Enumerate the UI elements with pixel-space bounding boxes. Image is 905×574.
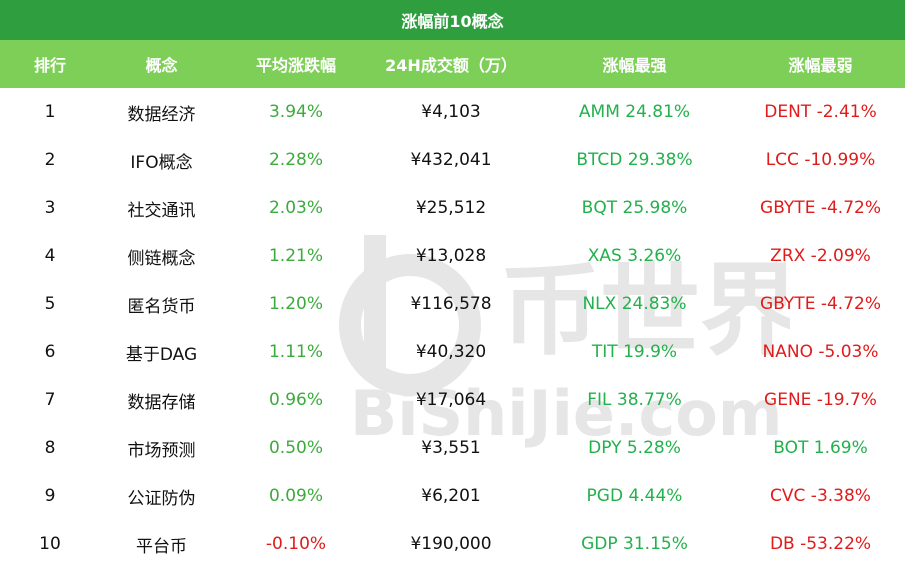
volume-cell: ¥40,320 [415,342,487,362]
strongest-cell: DPY 5.28% [588,438,681,458]
table-row[interactable]: 10 平台币 -0.10% ¥190,000 GDP 31.15% DB -53… [0,520,905,568]
volume-cell: ¥190,000 [410,534,492,554]
header-weakest[interactable]: 涨幅最弱 [788,56,853,75]
rank-cell: 1 [44,102,56,122]
avg-change-cell: 0.09% [268,486,323,506]
rank-cell: 2 [44,150,56,170]
weakest-cell: NANO -5.03% [762,342,879,362]
strongest-cell: XAS 3.26% [587,246,682,266]
header-volume[interactable]: 24H成交额（万） [385,56,517,75]
weakest-cell: CVC -3.38% [770,486,871,506]
concept-cell: 数据存储 [127,392,196,413]
strongest-cell: NLX 24.83% [582,294,687,314]
table-row[interactable]: 6 基于DAG 1.11% ¥40,320 TIT 19.9% NANO -5.… [0,328,905,376]
avg-change-cell: 2.03% [268,198,323,218]
rank-cell: 9 [44,486,56,506]
avg-change-cell: 3.94% [268,102,323,122]
strongest-cell: TIT 19.9% [591,342,678,362]
strongest-cell: PGD 4.44% [586,486,683,506]
table-row[interactable]: 3 社交通讯 2.03% ¥25,512 BQT 25.98% GBYTE -4… [0,184,905,232]
table-row[interactable]: 5 匿名货币 1.20% ¥116,578 NLX 24.83% GBYTE -… [0,280,905,328]
concept-cell: 平台币 [136,536,187,557]
concept-cell: 公证防伪 [127,488,196,509]
weakest-cell: ZRX -2.09% [770,246,871,266]
avg-change-cell: 1.21% [268,246,323,266]
weakest-cell: GENE -19.7% [764,390,877,410]
rank-cell: 10 [39,534,61,554]
table-row[interactable]: 4 侧链概念 1.21% ¥13,028 XAS 3.26% ZRX -2.09… [0,232,905,280]
volume-cell: ¥17,064 [415,390,487,410]
avg-change-cell: 1.20% [268,294,323,314]
volume-cell: ¥25,512 [415,198,487,218]
rank-cell: 3 [44,198,56,218]
avg-change-cell: 1.11% [268,342,323,362]
avg-change-cell: 0.50% [268,438,323,458]
strongest-cell: BTCD 29.38% [576,150,693,170]
header-rank[interactable]: 排行 [33,56,66,75]
strongest-cell: GDP 31.15% [581,534,688,554]
volume-cell: ¥116,578 [410,294,492,314]
header-strongest[interactable]: 涨幅最强 [602,56,667,75]
volume-cell: ¥6,201 [421,486,481,506]
volume-cell: ¥13,028 [415,246,487,266]
concept-cell: IFO概念 [130,152,193,173]
avg-change-cell: 0.96% [268,390,323,410]
table-title: 涨幅前10概念 [0,0,905,40]
volume-cell: ¥3,551 [421,438,481,458]
avg-change-cell: 2.28% [268,150,323,170]
concept-cell: 基于DAG [125,344,198,365]
rank-cell: 5 [44,294,56,314]
table-row[interactable]: 2 IFO概念 2.28% ¥432,041 BTCD 29.38% LCC -… [0,136,905,184]
table-row[interactable]: 8 市场预测 0.50% ¥3,551 DPY 5.28% BOT 1.69% [0,424,905,472]
rank-cell: 4 [44,246,56,266]
table-row[interactable]: 9 公证防伪 0.09% ¥6,201 PGD 4.44% CVC -3.38% [0,472,905,520]
rank-cell: 8 [44,438,56,458]
table-body: 1 数据经济 3.94% ¥4,103 AMM 24.81% DENT -2.4… [0,88,905,568]
avg-change-cell: -0.10% [265,534,327,554]
strongest-cell: FIL 38.77% [587,390,682,410]
table-row[interactable]: 7 数据存储 0.96% ¥17,064 FIL 38.77% GENE -19… [0,376,905,424]
weakest-cell: DB -53.22% [769,534,872,554]
concept-cell: 数据经济 [127,104,196,125]
header-avg-change[interactable]: 平均涨跌幅 [255,56,336,75]
table-header: 排行 概念 平均涨跌幅 24H成交额（万） 涨幅最强 涨幅最弱 [0,40,905,88]
concept-cell: 市场预测 [127,440,196,461]
weakest-cell: LCC -10.99% [765,150,876,170]
volume-cell: ¥432,041 [410,150,492,170]
header-concept[interactable]: 概念 [145,56,178,75]
rank-cell: 6 [44,342,56,362]
strongest-cell: BQT 25.98% [581,198,688,218]
volume-cell: ¥4,103 [421,102,481,122]
rank-cell: 7 [44,390,56,410]
weakest-cell: BOT 1.69% [773,438,868,458]
concept-cell: 匿名货币 [127,296,196,317]
weakest-cell: GBYTE -4.72% [760,198,881,218]
weakest-cell: DENT -2.41% [764,102,877,122]
weakest-cell: GBYTE -4.72% [760,294,881,314]
table-row[interactable]: 1 数据经济 3.94% ¥4,103 AMM 24.81% DENT -2.4… [0,88,905,136]
concept-cell: 社交通讯 [127,200,196,221]
strongest-cell: AMM 24.81% [578,102,691,122]
concept-cell: 侧链概念 [127,248,196,269]
